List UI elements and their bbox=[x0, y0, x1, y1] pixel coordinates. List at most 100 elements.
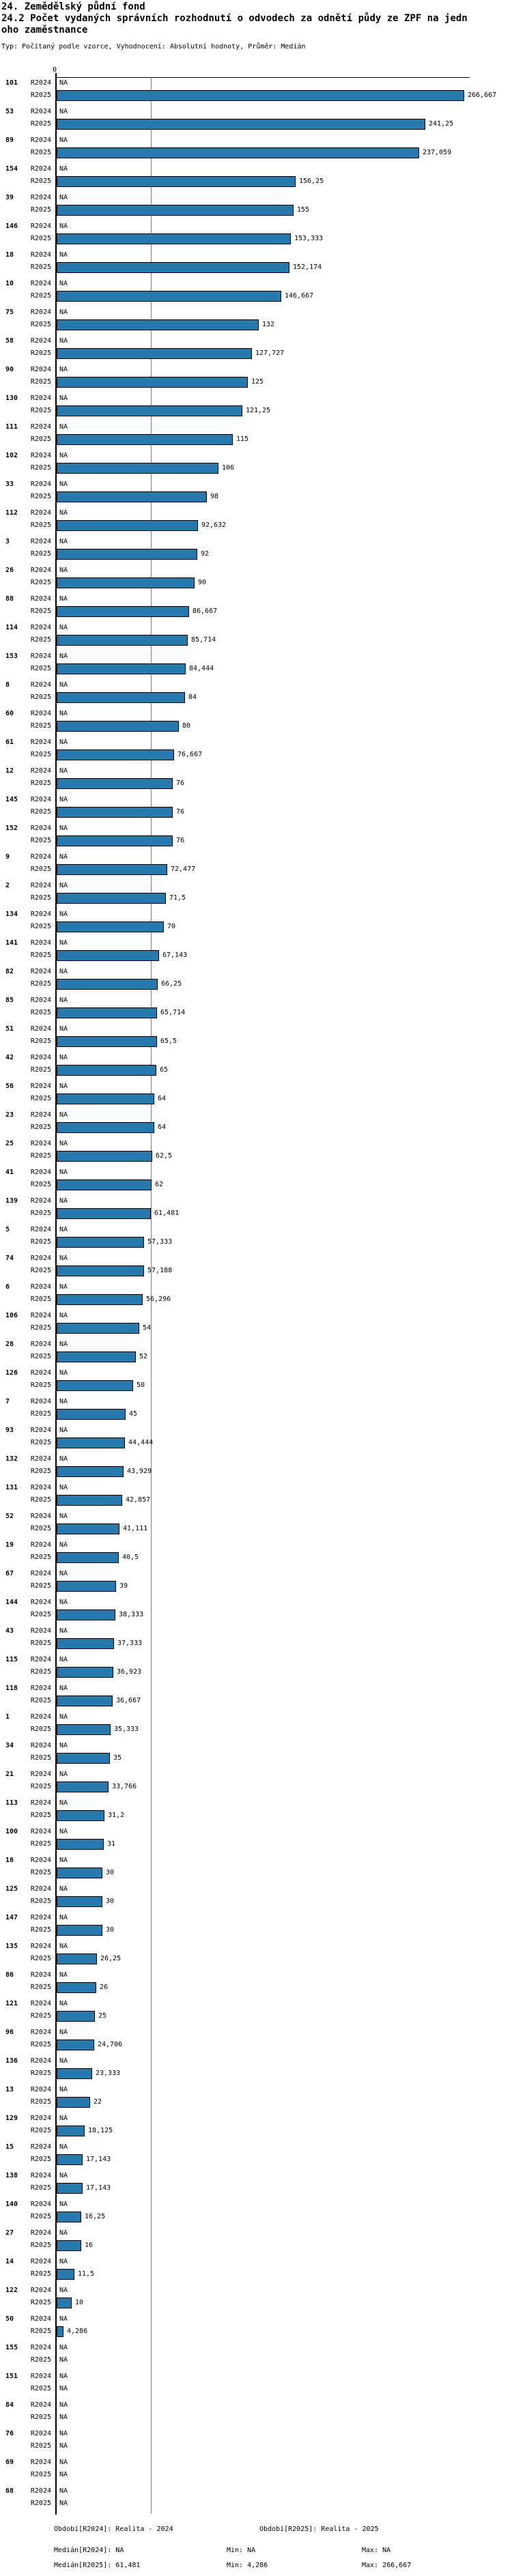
series-label-r2025: R2025 bbox=[30, 1410, 51, 1418]
row-id-label: 146 bbox=[5, 223, 18, 230]
row-id-label: 135 bbox=[5, 1943, 18, 1950]
value-r2025: 24,706 bbox=[98, 2041, 123, 2048]
value-r2025: 92,632 bbox=[201, 521, 227, 529]
series-label-r2025: R2025 bbox=[30, 1640, 51, 1647]
value-r2025: 30 bbox=[106, 1869, 115, 1876]
chart-group: 27 R2024 NA R2025 16 bbox=[0, 2228, 512, 2257]
series-label-r2024: R2024 bbox=[30, 137, 51, 144]
series-label-r2025: R2025 bbox=[30, 1582, 51, 1590]
row-id-label: 76 bbox=[5, 2430, 14, 2437]
series-label-r2025: R2025 bbox=[30, 1955, 51, 1962]
row-id-label: 28 bbox=[5, 1341, 14, 1348]
bar-r2025 bbox=[57, 1495, 122, 1506]
value-r2025: 237,059 bbox=[423, 149, 452, 156]
chart-group: 16 R2024 NA R2025 30 bbox=[0, 1855, 512, 1884]
chart-group: 5 R2024 NA R2025 57,333 bbox=[0, 1225, 512, 1253]
value-r2024: NA bbox=[59, 1427, 68, 1434]
value-r2024: NA bbox=[59, 1341, 68, 1348]
value-r2024: NA bbox=[59, 1656, 68, 1663]
report-title-line2: 24.2 Počet vydaných správních rozhodnutí… bbox=[1, 13, 468, 24]
series-label-r2025: R2025 bbox=[30, 1496, 51, 1504]
series-label-r2024: R2024 bbox=[30, 1455, 51, 1463]
chart-group: 153 R2024 NA R2025 84,444 bbox=[0, 651, 512, 680]
value-r2024: NA bbox=[59, 337, 68, 345]
row-id-label: 39 bbox=[5, 194, 14, 201]
row-id-label: 2 bbox=[5, 882, 10, 889]
series-label-r2025: R2025 bbox=[30, 321, 51, 328]
legend-min-r2025: Min: 4,286 bbox=[227, 2562, 268, 2569]
value-r2025: 22 bbox=[94, 2098, 102, 2106]
chart-group: 111 R2024 NA R2025 115 bbox=[0, 422, 512, 450]
chart-group: 155 R2024 NA R2025 NA bbox=[0, 2343, 512, 2371]
value-r2024: NA bbox=[59, 710, 68, 717]
series-label-r2025: R2025 bbox=[30, 1353, 51, 1360]
series-label-r2025: R2025 bbox=[30, 1840, 51, 1848]
value-r2025: 65,714 bbox=[160, 1009, 186, 1016]
value-r2025: 10 bbox=[75, 2299, 84, 2306]
series-label-r2025: R2025 bbox=[30, 865, 51, 873]
row-id-label: 82 bbox=[5, 968, 14, 975]
value-r2024: NA bbox=[59, 939, 68, 947]
bar-r2025 bbox=[57, 2154, 83, 2165]
value-r2024: NA bbox=[59, 1570, 68, 1577]
series-label-r2025: R2025 bbox=[30, 2012, 51, 2020]
row-id-label: 52 bbox=[5, 1513, 14, 1520]
chart-group: 23 R2024 NA R2025 64 bbox=[0, 1110, 512, 1139]
chart-group: 154 R2024 NA R2025 156,25 bbox=[0, 164, 512, 192]
chart-group: 42 R2024 NA R2025 65 bbox=[0, 1053, 512, 1081]
row-id-label: 134 bbox=[5, 911, 18, 918]
series-label-r2025: R2025 bbox=[30, 1210, 51, 1217]
series-label-r2024: R2024 bbox=[30, 595, 51, 603]
chart-group: 114 R2024 NA R2025 85,714 bbox=[0, 622, 512, 651]
value-r2025: 106 bbox=[222, 464, 235, 472]
value-r2024: NA bbox=[59, 509, 68, 517]
chart-group: 18 R2024 NA R2025 152,174 bbox=[0, 250, 512, 278]
value-r2025: 26 bbox=[100, 1984, 109, 1991]
chart-group: 33 R2024 NA R2025 98 bbox=[0, 479, 512, 508]
bar-r2025 bbox=[57, 233, 291, 244]
bar-r2025 bbox=[57, 491, 207, 502]
value-r2024: NA bbox=[59, 1111, 68, 1119]
series-label-r2024: R2024 bbox=[30, 2000, 51, 2007]
value-r2025: 54 bbox=[143, 1324, 152, 1332]
value-r2024: NA bbox=[59, 1484, 68, 1491]
value-r2024: NA bbox=[59, 1312, 68, 1319]
series-label-r2025: R2025 bbox=[30, 2356, 51, 2364]
row-id-label: 100 bbox=[5, 1828, 18, 1835]
row-id-label: 42 bbox=[5, 1054, 14, 1061]
value-r2024: NA bbox=[59, 1857, 68, 1864]
value-r2024: NA bbox=[59, 1885, 68, 1893]
row-id-label: 1 bbox=[5, 1713, 10, 1721]
series-label-r2024: R2024 bbox=[30, 2459, 51, 2466]
bar-r2025 bbox=[57, 2326, 63, 2337]
series-label-r2024: R2024 bbox=[30, 2315, 51, 2323]
series-label-r2024: R2024 bbox=[30, 2143, 51, 2151]
value-r2025: 84 bbox=[188, 693, 197, 701]
series-label-r2025: R2025 bbox=[30, 751, 51, 758]
value-r2024: NA bbox=[59, 1197, 68, 1205]
row-id-label: 5 bbox=[5, 1226, 10, 1233]
series-label-r2025: R2025 bbox=[30, 521, 51, 529]
value-r2025: 84,444 bbox=[189, 665, 214, 672]
bar-r2025 bbox=[57, 1122, 154, 1133]
value-r2024: NA bbox=[59, 137, 68, 144]
row-id-label: 112 bbox=[5, 509, 18, 517]
series-label-r2024: R2024 bbox=[30, 165, 51, 173]
chart-group: 6 R2024 NA R2025 56,296 bbox=[0, 1282, 512, 1311]
value-r2025: 35,333 bbox=[114, 1726, 139, 1733]
chart-group: 9 R2024 NA R2025 72,477 bbox=[0, 852, 512, 881]
bar-r2025 bbox=[57, 1867, 102, 1878]
bar-r2025 bbox=[57, 1323, 139, 1334]
value-r2024: NA bbox=[59, 2057, 68, 2065]
series-label-r2025: R2025 bbox=[30, 550, 51, 558]
chart-group: 134 R2024 NA R2025 70 bbox=[0, 909, 512, 938]
value-r2024: NA bbox=[59, 2487, 68, 2495]
value-r2024: NA bbox=[59, 223, 68, 230]
series-label-r2025: R2025 bbox=[30, 1611, 51, 1618]
row-id-label: 9 bbox=[5, 853, 10, 861]
value-r2025: 62 bbox=[155, 1181, 164, 1188]
value-r2024: NA bbox=[59, 2086, 68, 2093]
bar-r2025 bbox=[57, 1437, 125, 1448]
series-label-r2025: R2025 bbox=[30, 951, 51, 959]
series-label-r2024: R2024 bbox=[30, 2029, 51, 2036]
